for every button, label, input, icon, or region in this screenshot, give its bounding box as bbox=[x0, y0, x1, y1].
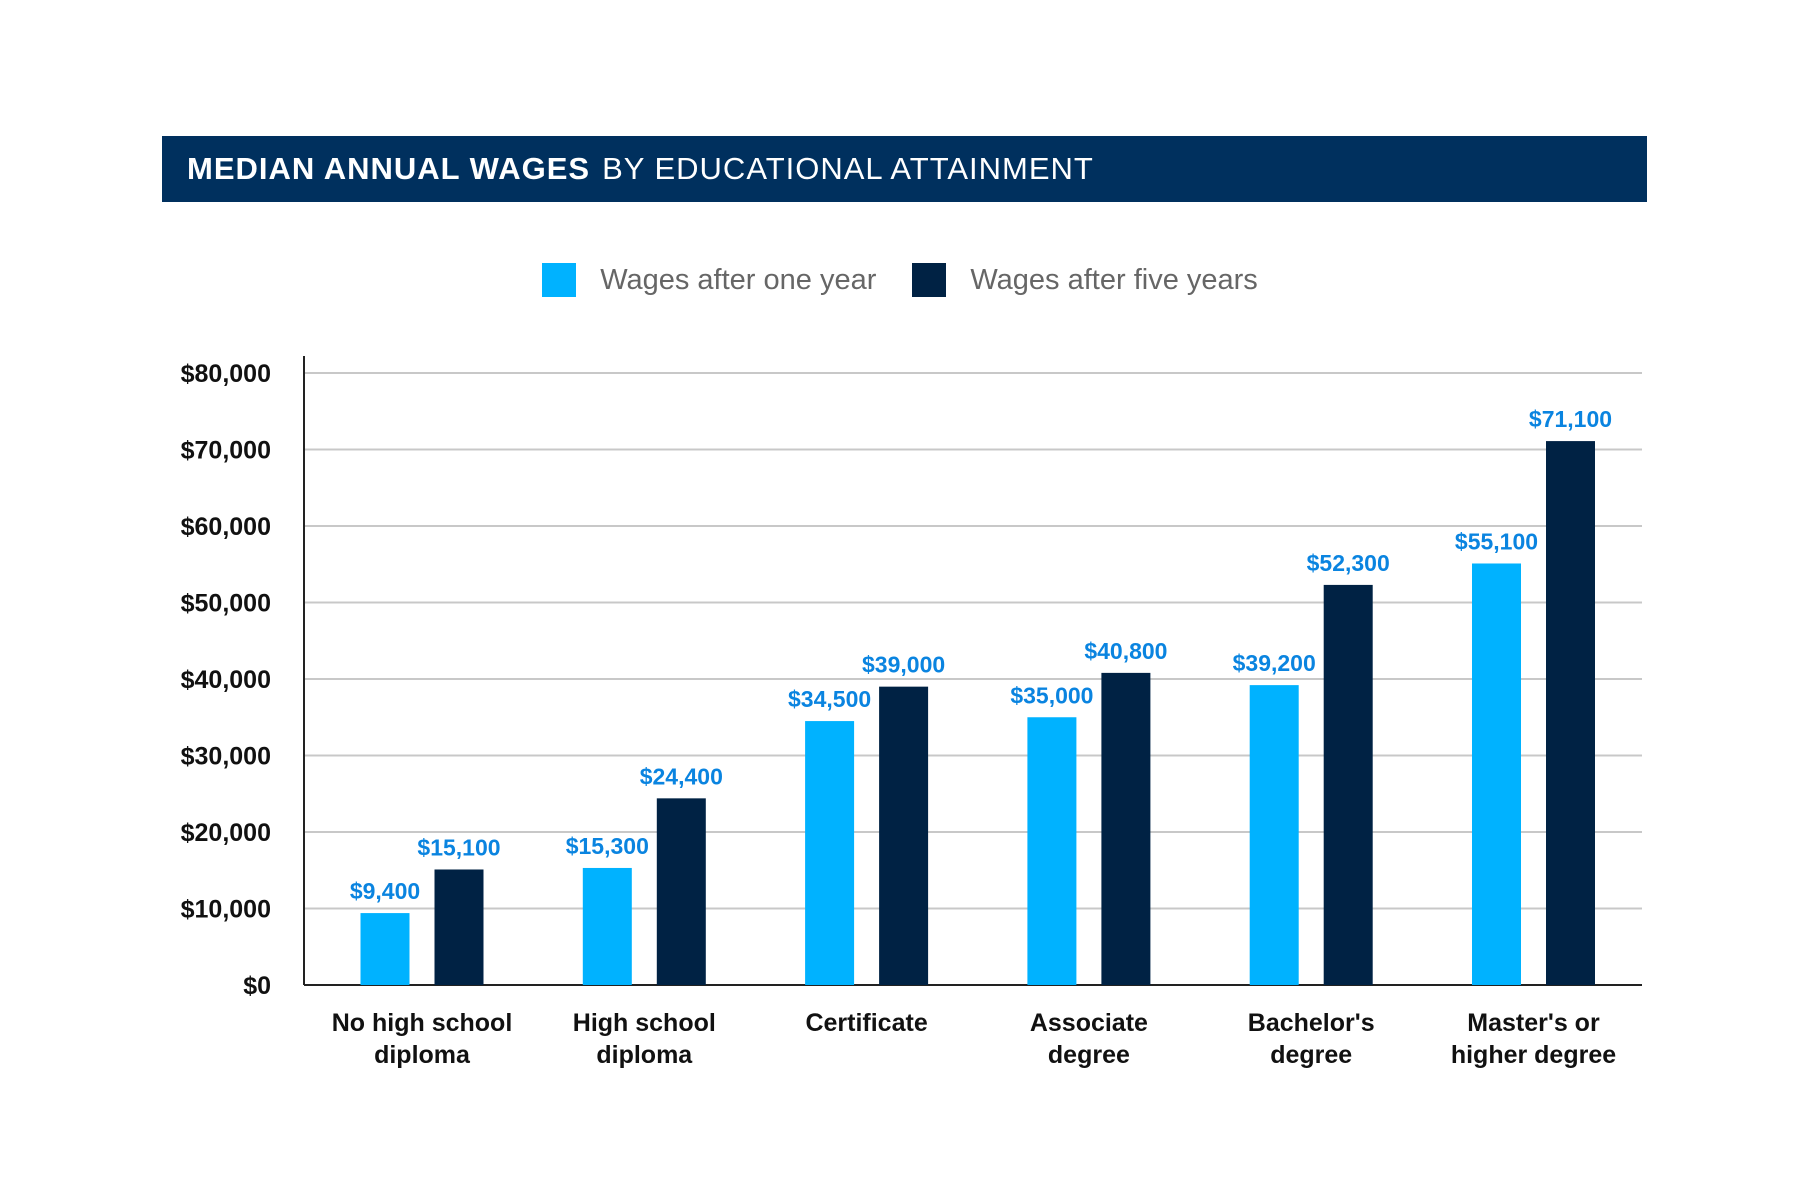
bar-five-years bbox=[656, 798, 706, 985]
data-label-one-year: $35,000 bbox=[1010, 682, 1093, 708]
data-label-one-year: $34,500 bbox=[788, 686, 871, 712]
x-tick-label: Bachelor's bbox=[1248, 1009, 1375, 1037]
legend-swatch-five-years bbox=[912, 263, 947, 297]
bar-five-years bbox=[1101, 672, 1151, 985]
x-tick-label: High school bbox=[573, 1009, 716, 1037]
bar-one-year bbox=[1472, 563, 1521, 985]
chart-legend: Wages after one year Wages after five ye… bbox=[0, 260, 1800, 300]
y-tick-label: $70,000 bbox=[181, 437, 271, 465]
legend-label-one-year: Wages after one year bbox=[600, 263, 877, 296]
bar-five-years bbox=[1546, 441, 1595, 986]
x-tick-label: degree bbox=[1270, 1041, 1352, 1069]
y-tick-label: $50,000 bbox=[181, 590, 271, 618]
bar-one-year bbox=[1027, 717, 1077, 985]
bar-one-year bbox=[805, 721, 855, 985]
x-tick-label: Associate bbox=[1030, 1009, 1148, 1037]
y-tick-label: $30,000 bbox=[181, 743, 271, 771]
chart-title-rest: BY EDUCATIONAL ATTAINMENT bbox=[602, 151, 1094, 186]
x-tick-label: Master's or bbox=[1467, 1009, 1600, 1037]
data-label-five-years: $15,100 bbox=[417, 834, 500, 860]
data-label-five-years: $52,300 bbox=[1307, 550, 1390, 576]
y-tick-label: $80,000 bbox=[181, 360, 271, 388]
legend-item-five-years: Wages after five years bbox=[912, 263, 1258, 297]
bar-five-years bbox=[434, 869, 484, 985]
x-tick-label: higher degree bbox=[1451, 1041, 1616, 1069]
bar-one-year bbox=[582, 867, 632, 985]
y-tick-label: $20,000 bbox=[181, 819, 271, 847]
data-label-five-years: $40,800 bbox=[1084, 638, 1167, 664]
data-label-one-year: $55,100 bbox=[1455, 528, 1538, 554]
data-label-five-years: $39,000 bbox=[862, 652, 945, 678]
x-tick-label: degree bbox=[1048, 1041, 1130, 1069]
bar-five-years bbox=[879, 686, 929, 985]
x-tick-label: Certificate bbox=[805, 1009, 927, 1037]
data-label-five-years: $71,100 bbox=[1529, 406, 1612, 432]
x-tick-label: No high school bbox=[332, 1009, 513, 1037]
x-tick-label: diploma bbox=[596, 1041, 693, 1069]
y-tick-label: $10,000 bbox=[181, 896, 271, 924]
y-tick-label: $40,000 bbox=[181, 666, 271, 694]
y-tick-label: $60,000 bbox=[181, 513, 271, 541]
x-tick-label: diploma bbox=[374, 1041, 471, 1069]
y-tick-label: $0 bbox=[243, 972, 271, 1000]
bar-one-year bbox=[1249, 685, 1299, 985]
legend-label-five-years: Wages after five years bbox=[970, 263, 1258, 296]
legend-item-one-year: Wages after one year bbox=[542, 263, 876, 297]
chart-title-banner: MEDIAN ANNUAL WAGES BY EDUCATIONAL ATTAI… bbox=[162, 136, 1647, 202]
chart-title-bold: MEDIAN ANNUAL WAGES bbox=[187, 151, 591, 186]
bar-five-years bbox=[1323, 584, 1373, 985]
data-label-one-year: $9,400 bbox=[350, 878, 420, 904]
bar-one-year bbox=[360, 913, 410, 985]
legend-swatch-one-year bbox=[542, 263, 577, 297]
data-label-one-year: $15,300 bbox=[566, 833, 649, 859]
data-label-one-year: $39,200 bbox=[1233, 650, 1316, 676]
data-label-five-years: $24,400 bbox=[640, 763, 723, 789]
